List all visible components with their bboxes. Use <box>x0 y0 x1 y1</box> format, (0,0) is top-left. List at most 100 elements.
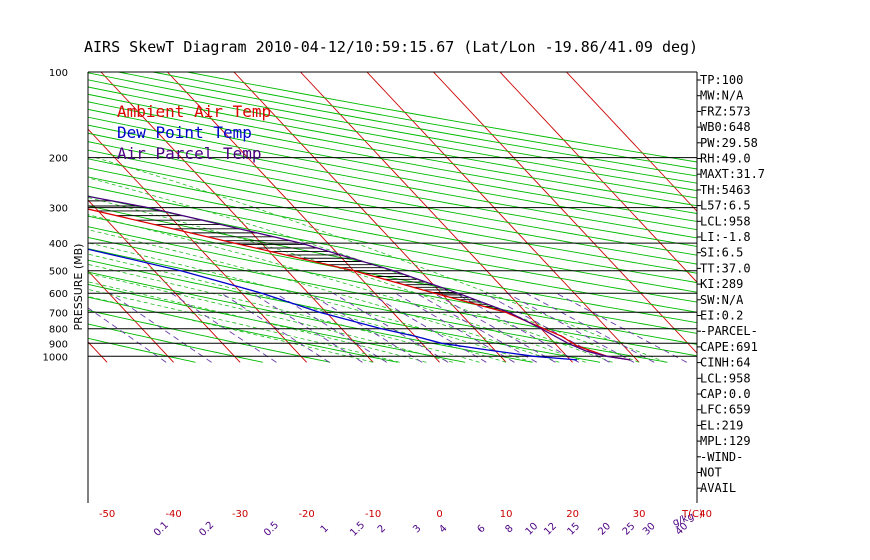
dry-adiabat-line <box>88 185 697 303</box>
mixing-ratio-tick-label: 20 <box>596 521 613 538</box>
pressure-tick-label: 400 <box>49 239 68 250</box>
bottom-temp-tick-label: -30 <box>232 509 248 520</box>
stat-item: FRZ:573 <box>700 104 751 118</box>
moist-adiabat-line <box>88 229 560 363</box>
mixing-ratio-tick-label: 6 <box>475 523 487 535</box>
stat-item: EI:0.2 <box>700 309 743 323</box>
dry-adiabat-line <box>88 132 697 247</box>
pressure-tick-label: 500 <box>49 267 68 278</box>
stat-item: LI:-1.8 <box>700 230 751 244</box>
dry-adiabat-line <box>88 158 697 274</box>
pressure-tick-label: 200 <box>49 154 68 165</box>
stat-item: TP:100 <box>700 73 743 87</box>
dry-adiabat-line <box>88 79 697 192</box>
dry-adiabat-line <box>88 205 697 324</box>
bottom-temp-tick-label: 0 <box>436 509 442 520</box>
stat-item: WB0:648 <box>700 120 751 134</box>
stat-item: CAP:0.0 <box>700 387 751 401</box>
dry-adiabat-line <box>88 149 697 265</box>
stat-item: AVAIL <box>700 481 736 495</box>
dry-adiabat-line <box>88 259 601 363</box>
bottom-temp-tick-label: 20 <box>566 509 579 520</box>
stat-item: TH:5463 <box>700 183 751 197</box>
dry-adiabat-line <box>88 323 263 363</box>
mixing-ratio-line <box>171 292 277 363</box>
stat-item: L57:6.5 <box>700 199 751 213</box>
stat-item: LCL:958 <box>700 214 751 228</box>
moist-adiabat-line <box>88 263 480 363</box>
dew-point-temp-line <box>88 248 578 361</box>
isotherm-line <box>433 72 697 354</box>
moist-adiabat-line <box>88 288 400 363</box>
pressure-tick-label: 100 <box>49 68 68 79</box>
dry-adiabat-line <box>88 309 331 363</box>
legend: Ambient Air Temp Dew Point Temp Air Parc… <box>117 102 271 163</box>
series-layer <box>88 195 631 361</box>
mixing-ratio-line <box>221 292 330 363</box>
dry-adiabat-line <box>88 86 697 199</box>
bottom-temp-tick-label: -50 <box>99 509 115 520</box>
dry-adiabat-line <box>88 124 697 239</box>
isotherm-line <box>499 72 697 283</box>
isotherm-line <box>233 72 507 363</box>
mixing-ratio-line <box>455 292 579 363</box>
mixing-ratio-tick-label: 0.1 <box>152 520 171 539</box>
mixing-ratio-line <box>556 292 687 363</box>
mixing-ratio-line <box>275 292 387 363</box>
stat-item: SI:6.5 <box>700 246 743 260</box>
isotherm-line <box>88 270 174 363</box>
stat-item: CINH:64 <box>700 356 751 370</box>
isotherm-line <box>300 72 573 363</box>
chart-title: AIRS SkewT Diagram 2010-04-12/10:59:15.6… <box>84 38 698 56</box>
stat-item: CAPE:691 <box>700 340 758 354</box>
dry-adiabat-line <box>88 226 697 345</box>
mixing-ratio-tick-label: 1.5 <box>348 520 367 539</box>
dry-adiabat-line <box>88 337 196 363</box>
stat-item: -PARCEL- <box>700 324 758 338</box>
mixing-ratio-tick-label: 15 <box>566 521 583 538</box>
mixing-ratio-line <box>88 307 167 363</box>
stat-item: MPL:129 <box>700 434 751 448</box>
mixing-ratio-tick-label: 0.2 <box>197 520 216 539</box>
ambient-air-temp-line <box>88 208 631 361</box>
mixing-ratio-line <box>332 292 449 363</box>
pressure-tick-label: 600 <box>49 289 68 300</box>
moist-adiabat-line <box>88 281 427 363</box>
mixing-ratio-tick-label: 1 <box>319 523 331 535</box>
legend-dew-point-temp: Dew Point Temp <box>117 123 252 142</box>
bottom-temp-tick-label: -40 <box>165 509 181 520</box>
isotherm-line <box>167 72 440 363</box>
y-axis-label: PRESSURE (MB) <box>72 244 85 331</box>
mixing-ratio-line <box>433 292 556 363</box>
air-parcel-temp-line <box>88 195 631 361</box>
mixing-ratio-tick-label: 2 <box>376 523 388 535</box>
dry-adiabat-line <box>88 93 697 207</box>
mixing-ratio-tick-label: 12 <box>542 521 559 538</box>
pressure-tick-label: 700 <box>49 308 68 319</box>
mixing-ratio-line <box>416 292 537 363</box>
mixing-ratio-tick-label: 4 <box>437 523 449 535</box>
mixing-ratio-line <box>368 292 487 363</box>
dry-adiabat-line <box>88 141 697 256</box>
dry-adiabat-line <box>88 108 697 222</box>
mixing-ratio-tick-label: 10 <box>524 521 541 538</box>
mixing-ratio-line <box>109 292 212 363</box>
dry-adiabat-line <box>88 101 697 214</box>
moist-adiabat-line <box>88 197 613 363</box>
dry-adiabat-line <box>88 271 533 363</box>
dry-adiabat-line <box>88 167 697 284</box>
mixing-ratio-line <box>525 292 655 363</box>
isotherm-line <box>366 72 640 363</box>
mixing-ratio-line <box>506 292 635 363</box>
stat-item: LFC:659 <box>700 403 751 417</box>
stat-item: LCL:958 <box>700 371 751 385</box>
pressure-tick-label: 900 <box>49 339 68 350</box>
mixing-ratio-tick-label: 0.5 <box>262 520 281 539</box>
dry-adiabat-line <box>88 176 697 293</box>
grid-layer <box>88 72 697 363</box>
cape-hatch <box>88 200 523 320</box>
bottom-temp-tick-label: 10 <box>500 509 513 520</box>
stat-item: TT:37.0 <box>700 261 751 275</box>
